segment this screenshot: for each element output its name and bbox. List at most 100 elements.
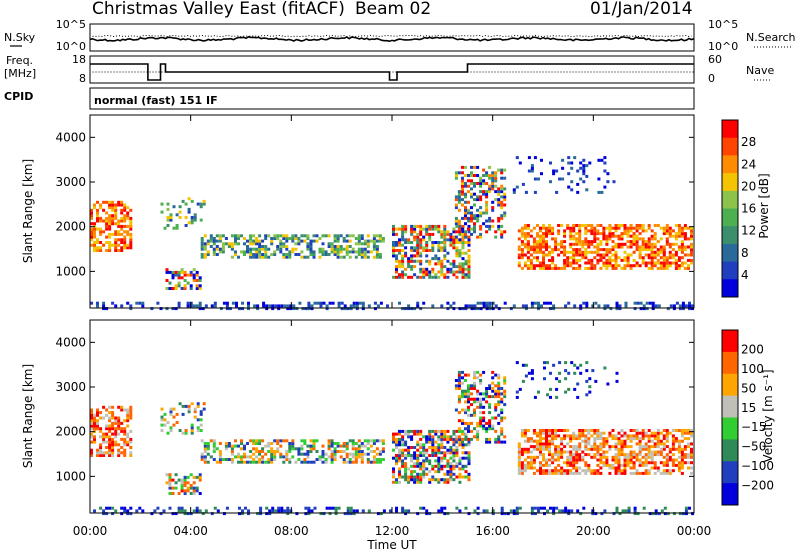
echo-cell xyxy=(168,270,172,274)
echo-cell xyxy=(644,434,648,438)
echo-cell xyxy=(252,452,256,456)
echo-cell xyxy=(464,222,467,226)
echo-cell xyxy=(485,509,489,513)
echo-cell xyxy=(413,259,417,263)
echo-cell xyxy=(539,466,542,470)
echo-cell xyxy=(476,219,480,223)
echo-cell xyxy=(93,246,96,250)
echo-cell xyxy=(555,169,559,173)
echo-cell xyxy=(479,224,483,228)
echo-cell xyxy=(206,447,210,451)
echo-cell xyxy=(297,452,301,456)
echo-cell xyxy=(500,427,504,431)
echo-cell xyxy=(378,255,382,259)
echo-cell xyxy=(126,432,130,436)
echo-cell xyxy=(105,512,109,516)
echo-cell xyxy=(425,435,429,439)
echo-cell xyxy=(542,442,545,446)
echo-cell xyxy=(99,454,103,457)
echo-cell xyxy=(461,203,464,207)
echo-cell xyxy=(615,506,619,510)
echo-cell xyxy=(404,440,408,444)
echo-cell xyxy=(401,464,405,468)
echo-cell xyxy=(557,471,561,475)
echo-cell xyxy=(419,429,423,433)
echo-cell xyxy=(422,227,426,231)
echo-cell xyxy=(246,442,249,445)
echo-cell xyxy=(593,226,597,230)
echo-cell xyxy=(99,230,103,234)
echo-cell xyxy=(395,443,398,447)
echo-cell xyxy=(404,512,408,516)
echo-cell xyxy=(578,447,582,451)
echo-cell xyxy=(360,458,364,461)
echo-cell xyxy=(497,395,501,399)
echo-cell xyxy=(336,247,340,251)
echo-cell xyxy=(687,266,690,270)
echo-cell xyxy=(265,512,269,516)
echo-cell xyxy=(600,190,604,194)
echo-cell xyxy=(333,247,337,251)
echo-cell xyxy=(416,243,420,247)
echo-cell xyxy=(461,241,465,244)
echo-cell xyxy=(419,480,423,484)
echo-cell xyxy=(169,410,173,414)
echo-cell xyxy=(443,429,447,433)
echo-cell xyxy=(93,206,96,210)
echo-cell xyxy=(165,279,169,282)
echo-cell xyxy=(225,307,229,311)
echo-cell xyxy=(277,509,281,513)
echo-cell xyxy=(488,216,492,220)
echo-cell xyxy=(620,453,624,457)
echo-cell xyxy=(428,227,432,231)
echo-cell xyxy=(467,259,471,263)
echo-cell xyxy=(647,469,651,473)
echo-cell xyxy=(419,451,423,455)
echo-cell xyxy=(93,437,96,441)
echo-cell xyxy=(599,471,603,475)
echo-cell xyxy=(282,460,286,464)
echo-cell xyxy=(243,444,246,448)
echo-cell xyxy=(548,258,551,262)
echo-cell xyxy=(212,242,216,246)
echo-cell xyxy=(554,469,558,473)
echo-cell xyxy=(126,512,130,516)
echo-cell xyxy=(378,450,382,453)
echo-cell xyxy=(617,234,621,238)
echo-cell xyxy=(165,473,169,477)
echo-cell xyxy=(126,408,130,412)
echo-cell xyxy=(677,248,681,252)
echo-cell xyxy=(108,241,112,244)
echo-cell xyxy=(312,460,316,464)
echo-cell xyxy=(99,429,103,433)
echo-cell xyxy=(419,275,423,279)
echo-cell xyxy=(120,429,124,433)
echo-cell xyxy=(360,255,364,259)
cpid-label: CPID xyxy=(4,90,33,103)
echo-cell xyxy=(330,458,334,461)
echo-cell xyxy=(572,466,576,470)
echo-cell xyxy=(354,460,358,464)
echo-cell xyxy=(596,437,600,441)
echo-cell xyxy=(355,509,359,513)
echo-cell xyxy=(590,429,594,432)
echo-cell xyxy=(346,307,350,311)
echo-cell xyxy=(606,382,610,386)
echo-cell xyxy=(375,234,379,238)
echo-cell xyxy=(578,431,582,435)
echo-cell xyxy=(600,158,604,162)
echo-cell xyxy=(557,242,561,246)
echo-cell xyxy=(360,450,364,453)
echo-cell xyxy=(203,442,207,445)
echo-cell xyxy=(561,509,565,513)
echo-cell xyxy=(160,429,164,432)
echo-cell xyxy=(485,211,489,215)
echo-cell xyxy=(120,421,124,425)
echo-cell xyxy=(605,461,609,465)
echo-cell xyxy=(221,458,225,461)
echo-cell xyxy=(111,203,115,207)
echo-cell xyxy=(375,253,379,256)
echo-cell xyxy=(458,462,462,466)
echo-cell xyxy=(425,232,429,236)
echo-cell xyxy=(485,206,489,210)
